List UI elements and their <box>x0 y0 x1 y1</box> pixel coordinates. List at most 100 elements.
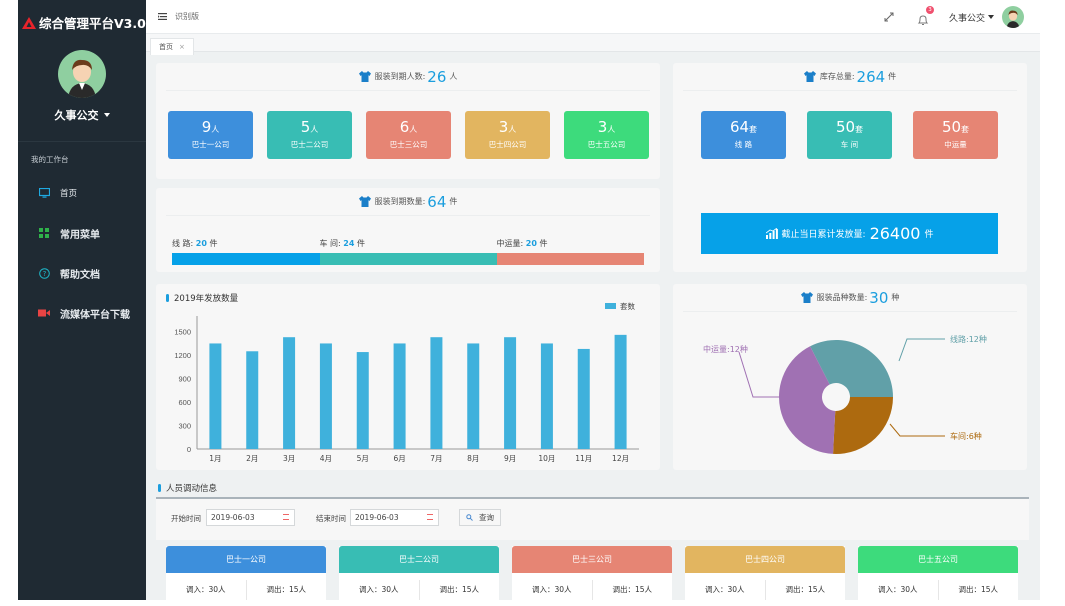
bar <box>209 343 222 449</box>
app-logo[interactable]: 综合管理平台V3.0 <box>18 0 146 45</box>
y-tick-label: 1500 <box>174 328 191 337</box>
tile-name: 巴士三公司 <box>389 140 428 149</box>
transfer-card: 巴士一公司 调入：30人 调出：15人 <box>166 546 326 606</box>
shirt-icon <box>358 71 371 82</box>
segment-label: 车 间: 24 件 <box>319 239 365 248</box>
chart-title-text: 2019年发放数量 <box>174 294 239 304</box>
tab-label: 首页 <box>159 43 173 51</box>
top-user-menu[interactable]: 久事公交 <box>949 11 994 24</box>
end-time-label: 结束时间 <box>316 514 346 523</box>
avatar[interactable] <box>58 50 106 98</box>
calendar-icon[interactable] <box>283 514 289 520</box>
menu-toggle-icon[interactable] <box>158 13 167 20</box>
sidebar-item-label: 常用菜单 <box>60 229 100 241</box>
card-stats: 调入：30人 调出：15人 <box>339 573 499 606</box>
x-tick-label: 5月 <box>357 454 369 463</box>
query-button[interactable]: 查询 <box>459 509 501 526</box>
progress-segment <box>172 253 320 265</box>
sidebar-item-label: 流媒体平台下载 <box>60 309 130 321</box>
card-header[interactable]: 巴士二公司 <box>339 546 499 573</box>
bar <box>577 348 590 449</box>
sidebar-item-help[interactable]: ? 帮助文档 <box>18 253 146 293</box>
sidebar-item-menu[interactable]: 常用菜单 <box>18 213 146 253</box>
pie-slice <box>833 397 893 454</box>
transfer-in: 调入：30人 <box>358 585 399 594</box>
avatar-icon <box>68 59 96 98</box>
grid-icon <box>38 228 50 238</box>
bar <box>504 337 517 449</box>
card-stats: 调入：30人 调出：15人 <box>166 573 326 606</box>
main-content: 识别版 3 久事公交 <box>146 0 1040 606</box>
notifications-button[interactable]: 3 <box>917 6 934 25</box>
version-label: 识别版 <box>175 12 199 21</box>
top-bar: 识别版 3 久事公交 <box>146 0 1040 34</box>
sidebar-item-home[interactable]: 首页 <box>18 173 146 213</box>
bar-chart: 0 300 600 900 1200 1500 1月 2月 3月 4月 5月 6月 7月 8月 9月 10月 1… <box>174 301 639 463</box>
close-icon[interactable]: × <box>179 43 185 51</box>
inventory-tile[interactable]: 50套车 间 <box>807 111 892 159</box>
x-tick-label: 9月 <box>504 454 516 463</box>
notification-badge: 3 <box>925 6 934 14</box>
start-time-label: 开始时间 <box>171 514 201 523</box>
company-tile[interactable]: 6人巴士三公司 <box>366 111 451 159</box>
x-tick-label: 6月 <box>393 454 405 463</box>
tile-name: 巴士五公司 <box>587 140 626 149</box>
card-header[interactable]: 巴士一公司 <box>166 546 326 573</box>
slice-label: 线路:12种 <box>950 334 987 344</box>
panel-unit: 件 <box>888 72 897 81</box>
cumulative-issued-banner[interactable]: 截止当日累计发放量: 26400 件 <box>701 213 998 254</box>
caret-down-icon <box>103 113 110 117</box>
inventory-tile[interactable]: 50套 中运量 <box>913 111 998 159</box>
inventory-tile[interactable]: 64套线 路 <box>701 111 786 159</box>
company-tile[interactable]: 5人 巴士二公司 <box>267 111 352 159</box>
start-date-input[interactable]: 2019-06-03 <box>206 509 295 526</box>
pie-slice <box>779 346 836 454</box>
tile-value: 6人 <box>399 118 418 136</box>
tile-value: 64套 <box>729 118 758 136</box>
fullscreen-icon[interactable] <box>883 11 895 23</box>
bar <box>614 334 627 449</box>
divider <box>937 579 939 600</box>
avatar[interactable] <box>1002 6 1024 28</box>
calendar-icon[interactable] <box>427 514 433 520</box>
sidebar: 综合管理平台V3.0 久事公交 我的工作台 首页 <box>18 0 146 600</box>
x-tick-label: 3月 <box>283 454 295 463</box>
sidebar-item-media-download[interactable]: 流媒体平台下载 <box>18 293 146 333</box>
x-tick-label: 2月 <box>246 454 258 463</box>
panel-total: 64 <box>427 192 447 211</box>
sidebar-item-label: 帮助文档 <box>60 269 100 281</box>
card-header[interactable]: 巴士五公司 <box>858 546 1018 573</box>
user-menu[interactable]: 久事公交 <box>55 107 110 123</box>
panel-total: 264 <box>856 67 886 86</box>
panel-unit: 种 <box>891 293 900 302</box>
label-line <box>898 338 945 362</box>
bar <box>356 352 369 449</box>
expire-items-panel: 服装到期数量: 64 件 线 路: 20 件 车 间: 24 件 中运量: 20 件 <box>156 188 660 272</box>
card-header[interactable]: 巴士四公司 <box>685 546 845 573</box>
x-tick-label: 10月 <box>538 454 555 463</box>
section-title: 人员调动信息 <box>158 482 217 494</box>
transfer-filter-bar: 开始时间 2019-06-03 结束时间 2019-06-03 查询 <box>156 497 1029 540</box>
transfer-card: 巴士四公司 调入：30人 调出：15人 <box>685 546 845 606</box>
panel-title: 服装品种数量: <box>816 293 868 302</box>
company-tile[interactable]: 3人 巴士四公司 <box>465 111 550 159</box>
card-stats: 调入：30人 调出：15人 <box>685 573 845 606</box>
tile-name: 中运量 <box>944 140 967 149</box>
divider <box>591 579 593 600</box>
bar <box>393 343 406 449</box>
slice-label: 车间:6种 <box>950 431 982 441</box>
card-header[interactable]: 巴士三公司 <box>512 546 672 573</box>
top-user-name: 久事公交 <box>948 13 985 24</box>
company-tile[interactable]: 3人 巴士五公司 <box>564 111 649 159</box>
x-tick-label: 12月 <box>612 454 629 463</box>
video-camera-icon <box>38 308 50 318</box>
shirt-icon <box>358 196 371 207</box>
cumulative-value: 26400 <box>869 224 921 243</box>
divider <box>418 579 420 600</box>
transfer-out: 调出：15人 <box>439 585 480 594</box>
company-tile[interactable]: 9人 巴士一公司 <box>168 111 253 159</box>
tab-home[interactable]: 首页 × <box>150 38 194 55</box>
end-date-input[interactable]: 2019-06-03 <box>350 509 439 526</box>
transfer-card: 巴士三公司 调入：30人 调出：15人 <box>512 546 672 606</box>
monthly-issue-chart-panel: 2019年发放数量 0 300 600 900 1200 1500 1月 2月 3月 4月 5月 6月… <box>156 284 660 470</box>
